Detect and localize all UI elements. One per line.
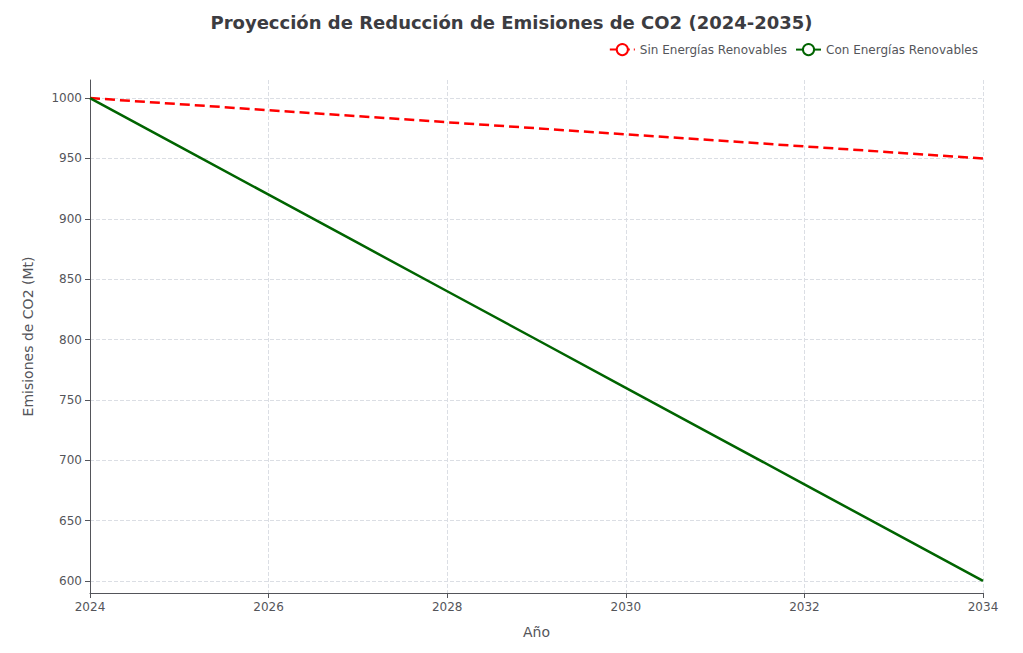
svg-text:2028: 2028: [432, 600, 463, 614]
svg-text:2032: 2032: [789, 600, 820, 614]
svg-text:1000: 1000: [51, 91, 82, 105]
svg-text:650: 650: [59, 514, 82, 528]
svg-text:2034: 2034: [968, 600, 999, 614]
svg-text:750: 750: [59, 393, 82, 407]
svg-text:900: 900: [59, 212, 82, 226]
svg-text:Emisiones de CO2 (Mt): Emisiones de CO2 (Mt): [20, 257, 36, 417]
svg-text:700: 700: [59, 453, 82, 467]
svg-text:Con Energías Renovables: Con Energías Renovables: [826, 43, 978, 57]
svg-text:2024: 2024: [75, 600, 106, 614]
svg-text:2026: 2026: [253, 600, 284, 614]
svg-text:850: 850: [59, 272, 82, 286]
svg-text:2030: 2030: [611, 600, 642, 614]
svg-text:Sin Energías Renovables: Sin Energías Renovables: [640, 43, 787, 57]
svg-text:Proyección de Reducción de Emi: Proyección de Reducción de Emisiones de …: [210, 12, 812, 33]
svg-text:Año: Año: [523, 624, 550, 640]
svg-text:800: 800: [59, 333, 82, 347]
svg-text:950: 950: [59, 151, 82, 165]
svg-text:600: 600: [59, 574, 82, 588]
